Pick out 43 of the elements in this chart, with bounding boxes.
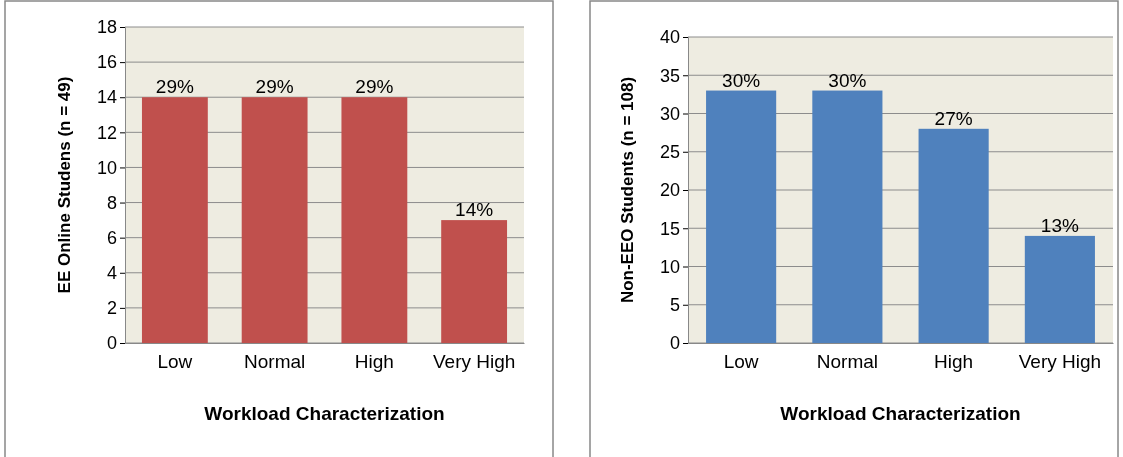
y-tick-label: 8 — [106, 192, 117, 213]
bar — [918, 128, 989, 343]
y-tick-label: 40 — [659, 27, 680, 48]
annotation: 14% — [455, 199, 494, 221]
y-tick-label: 20 — [659, 180, 680, 201]
x-tick-label: Low — [157, 351, 193, 373]
y-tick-label: 10 — [96, 157, 117, 178]
bar — [1024, 235, 1095, 343]
x-axis-title: Workload Characterization — [780, 403, 1021, 424]
x-tick-label: High — [354, 351, 394, 373]
annotation: 30% — [722, 69, 761, 91]
x-tick-label: Normal — [816, 351, 878, 373]
y-tick-label: 12 — [96, 122, 117, 143]
y-tick-label: 14 — [96, 87, 117, 108]
x-axis-title: Workload Characterization — [204, 403, 445, 424]
bar — [706, 90, 777, 343]
annotation: 27% — [934, 107, 973, 129]
x-tick-label: Very High — [1018, 351, 1102, 373]
y-tick-label: 18 — [96, 17, 117, 38]
x-tick-label: Low — [723, 351, 759, 373]
y-tick-label: 5 — [669, 295, 680, 316]
bar — [812, 90, 883, 343]
y-tick-label: 2 — [106, 298, 117, 319]
annotation: 29% — [155, 76, 194, 98]
annotation: 13% — [1040, 214, 1079, 236]
annotation: 30% — [828, 69, 867, 91]
y-tick-label: 0 — [106, 333, 117, 354]
y-tick-label: 4 — [106, 263, 117, 284]
annotation: 29% — [255, 76, 294, 98]
y-tick-label: 15 — [659, 218, 680, 239]
y-tick-label: 0 — [669, 333, 680, 354]
x-tick-label: High — [934, 351, 974, 373]
y-tick-label: 30 — [659, 103, 680, 124]
x-tick-label: Normal — [244, 351, 306, 373]
y-tick-label: 16 — [96, 52, 117, 73]
y-axis-title: EE Online Studens (n = 49) — [55, 76, 74, 294]
x-tick-label: Very High — [432, 351, 516, 373]
y-tick-label: 10 — [659, 256, 680, 277]
y-tick-label: 25 — [659, 142, 680, 163]
y-tick-label: 35 — [659, 65, 680, 86]
y-axis-title: Non-EEO Students (n = 108) — [618, 76, 637, 304]
annotation: 29% — [355, 76, 394, 98]
y-tick-label: 6 — [106, 227, 117, 248]
